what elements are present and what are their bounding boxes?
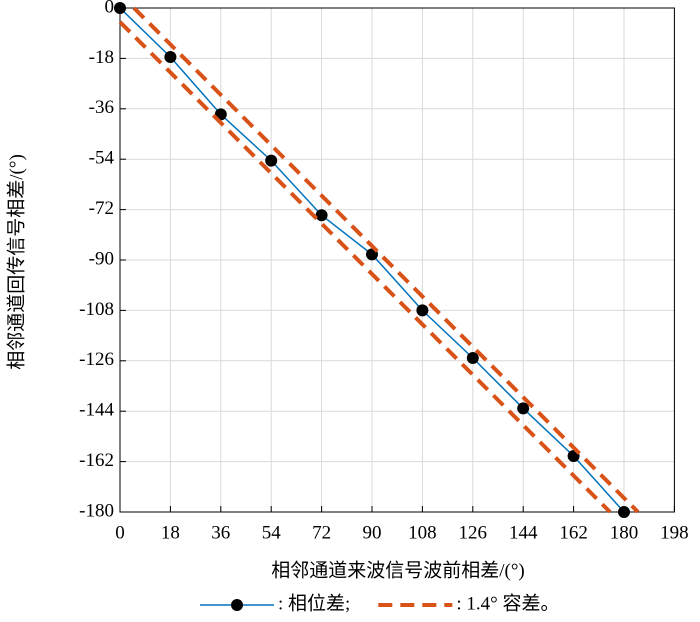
y-tick-label: -180 — [79, 500, 114, 521]
data-point — [114, 2, 126, 14]
y-tick-label: -126 — [79, 349, 114, 370]
x-tick-label: 0 — [115, 522, 125, 543]
data-point — [416, 304, 429, 317]
x-tick-label: 90 — [363, 522, 382, 543]
legend-label: : 相位差; — [278, 592, 350, 614]
x-tick-label: 162 — [559, 522, 588, 543]
y-tick-label: -72 — [89, 198, 114, 219]
x-tick-label: 126 — [459, 522, 488, 543]
x-tick-label: 144 — [509, 522, 538, 543]
series-line — [118, 20, 612, 514]
y-tick-label: -54 — [89, 148, 115, 169]
x-tick-label: 180 — [610, 522, 639, 543]
data-point — [164, 51, 177, 63]
y-tick-label: -108 — [79, 299, 114, 320]
x-tick-label: 36 — [211, 522, 230, 543]
x-tick-label: 18 — [161, 522, 180, 543]
y-tick-label: 0 — [105, 0, 115, 17]
legend-label: : 1.4° 容差。 — [456, 592, 559, 614]
y-tick-label: -144 — [79, 400, 114, 421]
x-tick-label: 54 — [262, 522, 282, 543]
plot-frame — [119, 7, 675, 513]
data-point — [315, 209, 328, 222]
series-line — [132, 6, 640, 514]
data-point — [466, 352, 479, 364]
y-tick-label: -18 — [89, 47, 114, 68]
data-point — [265, 154, 278, 167]
x-tick-label: 108 — [408, 522, 437, 543]
data-point — [618, 506, 630, 518]
y-axis-label: 相邻通道回传信号相差/(°) — [5, 154, 27, 370]
y-tick-label: -36 — [89, 97, 114, 118]
x-tick-label: 198 — [660, 522, 689, 543]
data-point — [517, 402, 530, 415]
x-axis-label: 相邻通道来波信号波前相差/(°) — [271, 559, 525, 581]
x-tick-label: 72 — [312, 522, 331, 543]
y-tick-label: -90 — [89, 248, 114, 269]
y-tick-label: -162 — [79, 450, 114, 471]
legend-marker — [231, 599, 243, 611]
